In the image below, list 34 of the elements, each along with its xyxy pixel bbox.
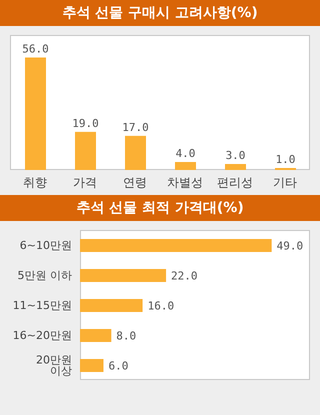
bar — [225, 164, 246, 170]
bar — [25, 58, 46, 170]
x-tick-label: 기타 — [273, 176, 297, 190]
bar — [80, 239, 272, 252]
data-label: 6.0 — [108, 359, 128, 372]
y-tick-label: 5만원 이하 — [18, 268, 72, 282]
data-label: 8.0 — [116, 329, 136, 342]
data-label: 56.0 — [22, 42, 49, 56]
data-label: 17.0 — [122, 120, 149, 134]
data-label: 16.0 — [148, 299, 174, 312]
chart-title: 추석 선물 최적 가격대(%) — [0, 195, 320, 221]
data-label: 1.0 — [276, 152, 296, 166]
data-label: 22.0 — [171, 269, 198, 282]
x-tick-label: 연령 — [123, 176, 147, 190]
y-tick-label: 11~15만원 — [12, 298, 72, 312]
data-label: 19.0 — [72, 116, 99, 130]
y-tick-label: 16~20만원 — [12, 328, 72, 342]
bar — [80, 299, 143, 312]
bar — [75, 132, 96, 170]
bar — [175, 162, 196, 170]
bar — [80, 359, 104, 372]
y-tick-label: 6~10만원 — [20, 238, 72, 252]
data-label: 49.0 — [276, 239, 304, 252]
data-label: 4.0 — [176, 146, 196, 160]
y-tick-label: 20만원 이상 — [36, 353, 72, 378]
bar — [80, 329, 112, 342]
chart-title: 추석 선물 구매시 고려사항(%) — [0, 0, 320, 26]
x-tick-label: 가격 — [73, 176, 97, 190]
bar — [125, 136, 146, 170]
x-tick-label: 차별성 — [167, 176, 203, 190]
x-tick-label: 편리성 — [217, 176, 253, 190]
x-tick-label: 취향 — [23, 176, 47, 190]
data-label: 3.0 — [226, 148, 246, 162]
bar — [80, 269, 166, 282]
